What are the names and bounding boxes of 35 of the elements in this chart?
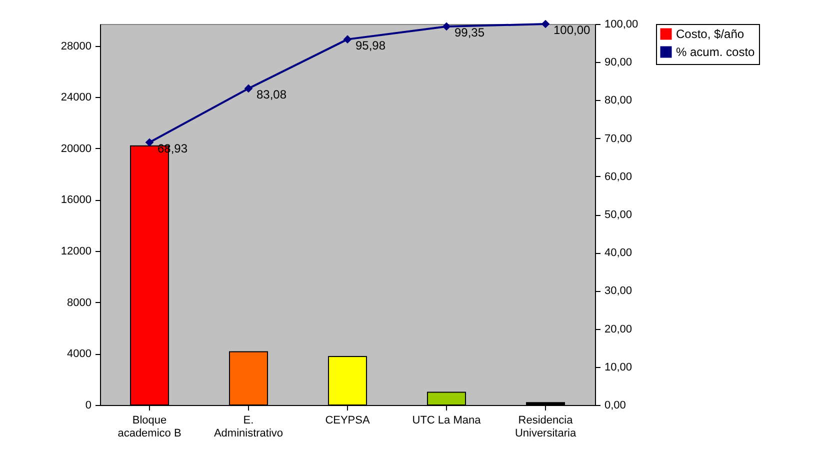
y2-tick-label: 70,00 [604,132,632,145]
point [442,22,451,31]
y-tick-label: 12000 [60,246,92,258]
y-tick-label: 28000 [60,40,92,52]
y2-tick-label: 20,00 [604,323,632,336]
y2-tick-label: 80,00 [604,94,632,107]
x-tick-label: Bloque academico B [118,414,182,440]
y-tick-label: 20000 [60,142,92,155]
y2-tick-label: 10,00 [604,361,632,374]
y2-tick-label: 100,00 [604,18,638,30]
y2-tick-label: 30,00 [604,285,632,298]
data-label: 99,35 [454,25,485,40]
y2-tick-label: 50,00 [604,209,632,221]
y-tick-label: 24000 [60,92,92,104]
y2-tick-label: 40,00 [604,247,632,260]
data-label: 100,00 [554,23,591,37]
data-label: 83,08 [256,87,287,102]
point [145,138,154,147]
y2-tick-label: 60,00 [604,170,632,183]
x-tick-label: Residencia Universitaria [514,414,577,440]
point [244,84,253,93]
y-tick-label: 0 [85,400,92,412]
y-tick-label: 4000 [67,348,92,360]
y-tick-label: 16000 [60,194,92,206]
y2-tick-label: 90,00 [604,56,632,69]
point [343,35,352,44]
x-tick-label: UTC La Mana [412,414,482,426]
data-label: 95,98 [356,38,386,52]
y-tick-label: 8000 [67,296,92,309]
x-tick-label: CEYPSA [325,414,370,426]
legend-label: % acum. costo [676,45,756,59]
point [541,20,550,28]
legend-label: Costo, $/año [676,27,744,41]
y2-tick-label: 0,00 [604,400,626,412]
x-tick-label: E. Administrativo [214,414,284,440]
